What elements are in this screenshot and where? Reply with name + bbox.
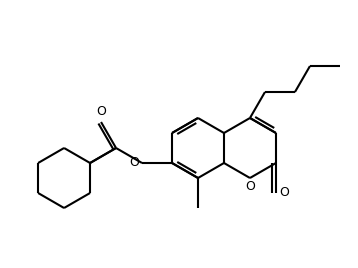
Text: O: O: [96, 105, 106, 118]
Text: O: O: [129, 157, 139, 169]
Text: O: O: [245, 180, 255, 193]
Text: O: O: [279, 187, 289, 199]
